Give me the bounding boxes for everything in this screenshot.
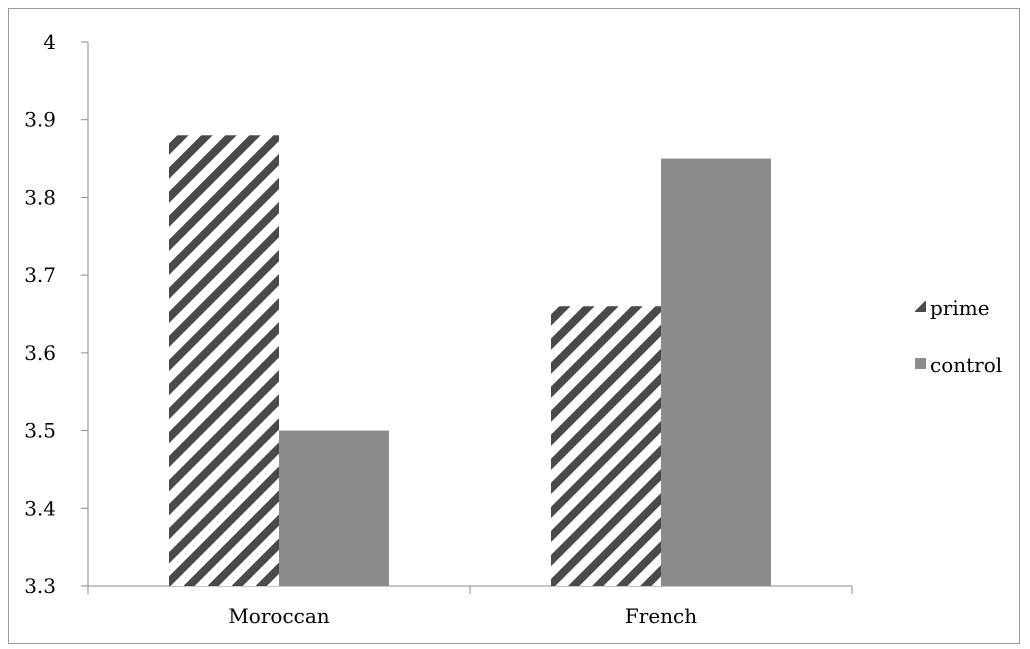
legend-swatch-prime: [915, 301, 926, 312]
legend-label-control: control: [930, 353, 1002, 377]
y-tick-label: 3.5: [24, 419, 56, 443]
bar-prime-french: [551, 306, 661, 586]
legend: prime control: [915, 296, 1002, 377]
bars: [169, 135, 771, 587]
y-tick-label: 3.4: [24, 496, 56, 520]
bar-control-moroccan: [279, 430, 389, 586]
y-tick-label: 3.7: [24, 263, 56, 287]
x-tick-label: Moroccan: [228, 604, 329, 628]
y-tick-label: 4: [43, 30, 56, 54]
y-tick-label: 3.9: [24, 108, 56, 132]
legend-label-prime: prime: [930, 296, 990, 320]
bar-prime-moroccan: [169, 135, 279, 586]
y-tick-label: 3.6: [24, 341, 56, 365]
bar-control-french: [661, 158, 771, 587]
legend-swatch-control: [915, 358, 926, 369]
x-tick-label: French: [625, 604, 697, 628]
y-tick-label: 3.3: [24, 574, 56, 598]
y-tick-label: 3.8: [24, 185, 56, 209]
